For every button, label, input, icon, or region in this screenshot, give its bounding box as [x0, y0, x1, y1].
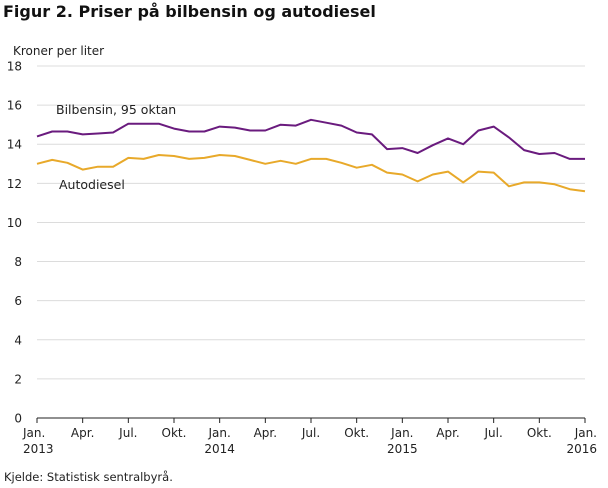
x-tick-label: Okt. — [527, 426, 552, 440]
y-axis-label: Kroner per liter — [13, 44, 104, 58]
chart-title: Figur 2. Priser på bilbensin og autodies… — [3, 2, 376, 21]
y-tick-label: 6 — [14, 294, 22, 308]
y-tick-label: 2 — [14, 372, 22, 386]
x-tick-label: Apr. — [436, 426, 459, 440]
x-tick-label: Jul. — [301, 426, 320, 440]
series-lines — [36, 118, 586, 193]
x-tick-label: Jan. — [390, 426, 413, 440]
x-tick-label: Jan. — [22, 426, 45, 440]
y-tick-label: 18 — [7, 60, 22, 74]
autodiesel-label: Autodiesel — [59, 177, 125, 192]
y-tick-label: 0 — [14, 412, 22, 426]
bilbensin-line — [36, 118, 585, 160]
y-tick-label: 4 — [14, 333, 22, 347]
bilbensin-label: Bilbensin, 95 oktan — [56, 102, 176, 117]
series-labels: Bilbensin, 95 oktan Autodiesel — [56, 102, 176, 192]
y-tick-label: 14 — [7, 138, 22, 152]
x-tick-year: 2014 — [204, 442, 235, 456]
x-tick-label: Jan. — [208, 426, 231, 440]
x-tick-labels: Jan. 2013 Apr. Jul. Okt. Jan. 2014 Apr. Jul. Okt.… — [22, 418, 597, 456]
x-tick-year: 2015 — [387, 442, 418, 456]
source-note: Kjelde: Statistisk sentralbyrå. — [4, 470, 173, 484]
x-tick-label: Apr. — [254, 426, 277, 440]
x-tick-label: Jan. — [574, 426, 597, 440]
line-chart: Kroner per liter 0 2 4 6 8 10 12 14 16 18 Jan. 201… — [7, 44, 597, 456]
x-tick-year: 2013 — [23, 442, 54, 456]
y-tick-label: 12 — [7, 177, 22, 191]
x-tick-label: Apr. — [71, 426, 94, 440]
y-tick-label: 16 — [7, 99, 22, 113]
x-tick-label: Okt. — [344, 426, 369, 440]
y-tick-label: 8 — [14, 255, 22, 269]
y-tick-labels: 0 2 4 6 8 10 12 14 16 18 — [7, 60, 22, 426]
autodiesel-line — [36, 154, 586, 193]
x-tick-label: Okt. — [162, 426, 187, 440]
x-tick-year: 2016 — [566, 442, 597, 456]
x-tick-label: Jul. — [484, 426, 503, 440]
x-tick-label: Jul. — [118, 426, 137, 440]
y-tick-label: 10 — [7, 216, 22, 230]
